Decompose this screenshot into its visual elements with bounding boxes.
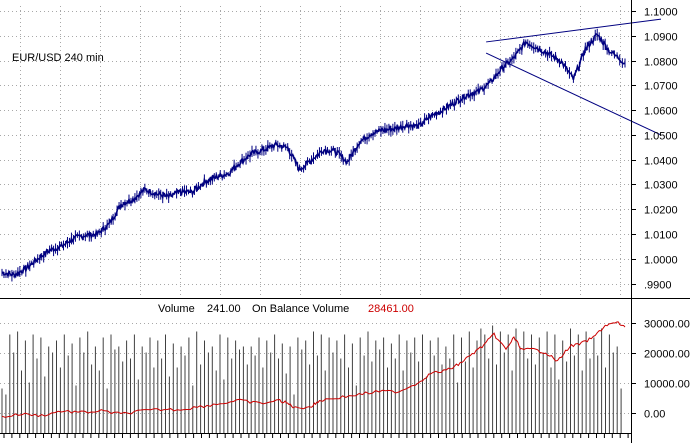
price-tick-label: 1.0100	[644, 230, 678, 242]
volume-panel: 30000.00 20000.00 10000.00 0.00 Volume 241.…	[0, 303, 690, 438]
price-axis: 1.1000 1.0900 1.0800 1.0700 1.0600 1.0500 1.04…	[631, 7, 678, 292]
obv-line	[1, 321, 626, 418]
price-tick-label: 1.0900	[644, 32, 678, 44]
price-tick-label: 1.0400	[644, 156, 678, 168]
volume-header: Volume 241.00 On Balance Volume 28461.00	[158, 303, 414, 315]
price-tick-label: 1.0000	[644, 255, 678, 267]
price-panel: 1.1000 1.0900 1.0800 1.0700 1.0600 1.0500 1.04…	[0, 6, 678, 296]
price-tick-label: 1.0800	[644, 57, 678, 69]
price-tick-label: 1.0600	[644, 106, 678, 118]
volume-tick-label: 20000.00	[644, 349, 690, 361]
obv-label: On Balance Volume	[252, 303, 349, 315]
price-series	[1, 28, 626, 282]
price-tick-label: 1.0700	[644, 81, 678, 93]
volume-label: Volume	[158, 303, 195, 315]
volume-tick-label: 0.00	[644, 409, 665, 421]
price-tick-label: 1.0300	[644, 180, 678, 192]
obv-value: 28461.00	[368, 303, 414, 315]
obv-series	[1, 321, 626, 418]
x-axis-ticks	[0, 433, 631, 438]
price-tick-label: 1.1000	[644, 7, 678, 19]
price-grid	[0, 6, 631, 296]
volume-bars	[1, 325, 622, 434]
price-tick-label: .9900	[644, 280, 672, 292]
price-tick-label: 1.0200	[644, 205, 678, 217]
chart-title: EUR/USD 240 min	[12, 52, 104, 64]
volume-axis: 30000.00 20000.00 10000.00 0.00	[631, 319, 690, 421]
volume-value: 241.00	[207, 303, 241, 315]
volume-tick-label: 10000.00	[644, 379, 690, 391]
price-tick-label: 1.0500	[644, 131, 678, 143]
volume-tick-label: 30000.00	[644, 319, 690, 331]
